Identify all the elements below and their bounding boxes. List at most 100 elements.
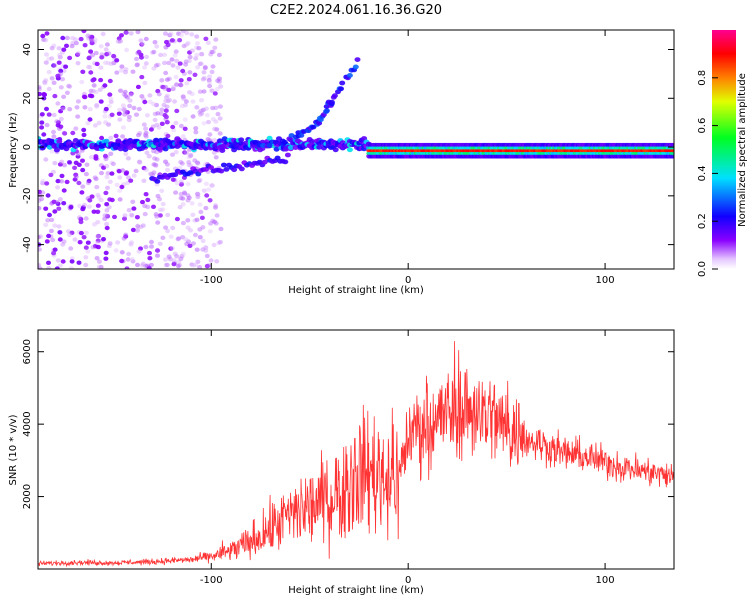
spectrogram-cell [195, 65, 201, 70]
spectrogram-cell [80, 184, 86, 189]
spectrogram-cell [185, 198, 191, 203]
spectrogram-cell [193, 130, 199, 135]
spectrogram-cell [199, 111, 205, 116]
spectrogram-cell [61, 201, 67, 206]
spectrogram-cell [155, 111, 161, 116]
spectrogram-cell [69, 43, 75, 49]
spectrogram-cell [203, 181, 209, 186]
spectrogram-cell [47, 212, 52, 218]
spectrogram-cell [120, 134, 126, 139]
spectrogram-cell [112, 214, 117, 220]
spectrogram-cell [150, 50, 155, 55]
spectrogram-cell [113, 145, 119, 151]
spectrogram-cell [171, 258, 177, 263]
spectrogram-cell [143, 61, 149, 66]
spectrogram-cell [39, 196, 45, 202]
spectrogram-cell [89, 155, 94, 160]
spectrogram-cell [192, 218, 198, 223]
spectrogram-cell [73, 160, 79, 165]
spectrogram-cell [180, 220, 186, 226]
x-tick-label: -100 [200, 275, 223, 286]
snr-panel: -100 0 100 2000 4000 6000 Height of straight … [8, 329, 675, 596]
spectrogram-cell [201, 188, 207, 193]
spectrogram-cell [130, 227, 136, 233]
spectrogram-cell [197, 177, 203, 183]
spectrogram-cell [213, 105, 219, 111]
spectrogram-cell [144, 54, 149, 60]
spectrogram-cell [107, 179, 113, 184]
spectrogram-cell [183, 62, 189, 67]
spectrogram-cell [140, 41, 146, 46]
spectrogram-cell [108, 151, 114, 156]
spectrogram-cell [174, 82, 180, 87]
spectrogram-cell [155, 248, 161, 253]
spectrogram-cell [182, 117, 188, 122]
spectrogram-cell [67, 232, 73, 237]
spectrogram-cell [180, 134, 186, 139]
spectrogram-cell [154, 179, 161, 184]
spectrogram-cell [128, 178, 134, 183]
spectrogram-cell [214, 86, 220, 92]
spectrogram-cell [160, 207, 166, 212]
spectrogram-cell [101, 237, 106, 242]
spectrogram-cell [73, 40, 79, 46]
spectrogram-cell [194, 105, 200, 110]
spectrogram-cell [223, 167, 230, 172]
spectrogram-cell [196, 46, 202, 51]
spectrogram-cell [203, 106, 209, 111]
spectrogram-cell [186, 58, 192, 64]
y-tick-label: 40 [22, 43, 33, 56]
colorbar-tick-label: 0.4 [697, 165, 708, 181]
spectrogram-cell [94, 146, 101, 152]
spectrogram-cell [163, 108, 169, 113]
spectrogram-cell [170, 225, 176, 231]
spectrogram-cell [104, 221, 110, 227]
spectrogram-cell [151, 148, 157, 154]
spectrogram-cell [176, 31, 182, 36]
spectrogram-cell [50, 237, 56, 243]
spectrogram-cell [92, 175, 98, 180]
spectrogram-cell [51, 80, 57, 86]
spectrogram-cell [38, 262, 42, 268]
spectrogram-cell [209, 88, 215, 93]
spectrogram-cell [210, 218, 216, 223]
spectrogram-cell [109, 171, 115, 176]
spectrogram-cell [94, 240, 100, 246]
snr-series-line [38, 341, 674, 568]
spectrogram-cell [165, 212, 171, 218]
spectrogram-cell [38, 234, 43, 239]
spectrogram-cell [118, 88, 123, 93]
colorbar-tick-label: 0.8 [697, 70, 708, 86]
spectrogram-cell [135, 262, 140, 268]
spectrogram-cell [199, 51, 204, 57]
spectrogram-cell [204, 263, 210, 269]
spectrogram-cell [174, 108, 180, 114]
spectrogram-cell [164, 162, 170, 167]
spectrogram-cell [93, 89, 99, 95]
spectrogram-cell [158, 52, 164, 58]
spectrogram-cell [165, 133, 171, 139]
spectrogram-cell [170, 63, 176, 68]
spectrogram-cell [180, 30, 186, 34]
spectrogram-cell [143, 130, 149, 136]
spectrogram-cell [203, 205, 209, 211]
spectrogram-cell [188, 153, 194, 159]
spectrogram-cell [214, 127, 220, 132]
spectrogram-cell [143, 167, 149, 172]
spectrogram-cell [155, 88, 161, 94]
spectrogram-cell [163, 257, 168, 262]
y-tick-label: -20 [22, 188, 33, 204]
spectrogram-cell [155, 62, 161, 67]
spectrogram-cell [193, 56, 199, 61]
spectrogram-cell [60, 242, 66, 247]
spectrogram-cell [109, 197, 115, 203]
spectrogram-cell [217, 104, 223, 109]
spectrogram-cell [40, 179, 46, 184]
spectrogram-cell [126, 117, 132, 123]
spectrogram-cell [185, 41, 191, 46]
spectrogram-cell [39, 112, 45, 117]
spectrogram-cell [163, 31, 168, 36]
spectrogram-cell [137, 160, 143, 165]
spectrogram-cell [58, 68, 64, 74]
spectrogram-cell [104, 202, 110, 207]
